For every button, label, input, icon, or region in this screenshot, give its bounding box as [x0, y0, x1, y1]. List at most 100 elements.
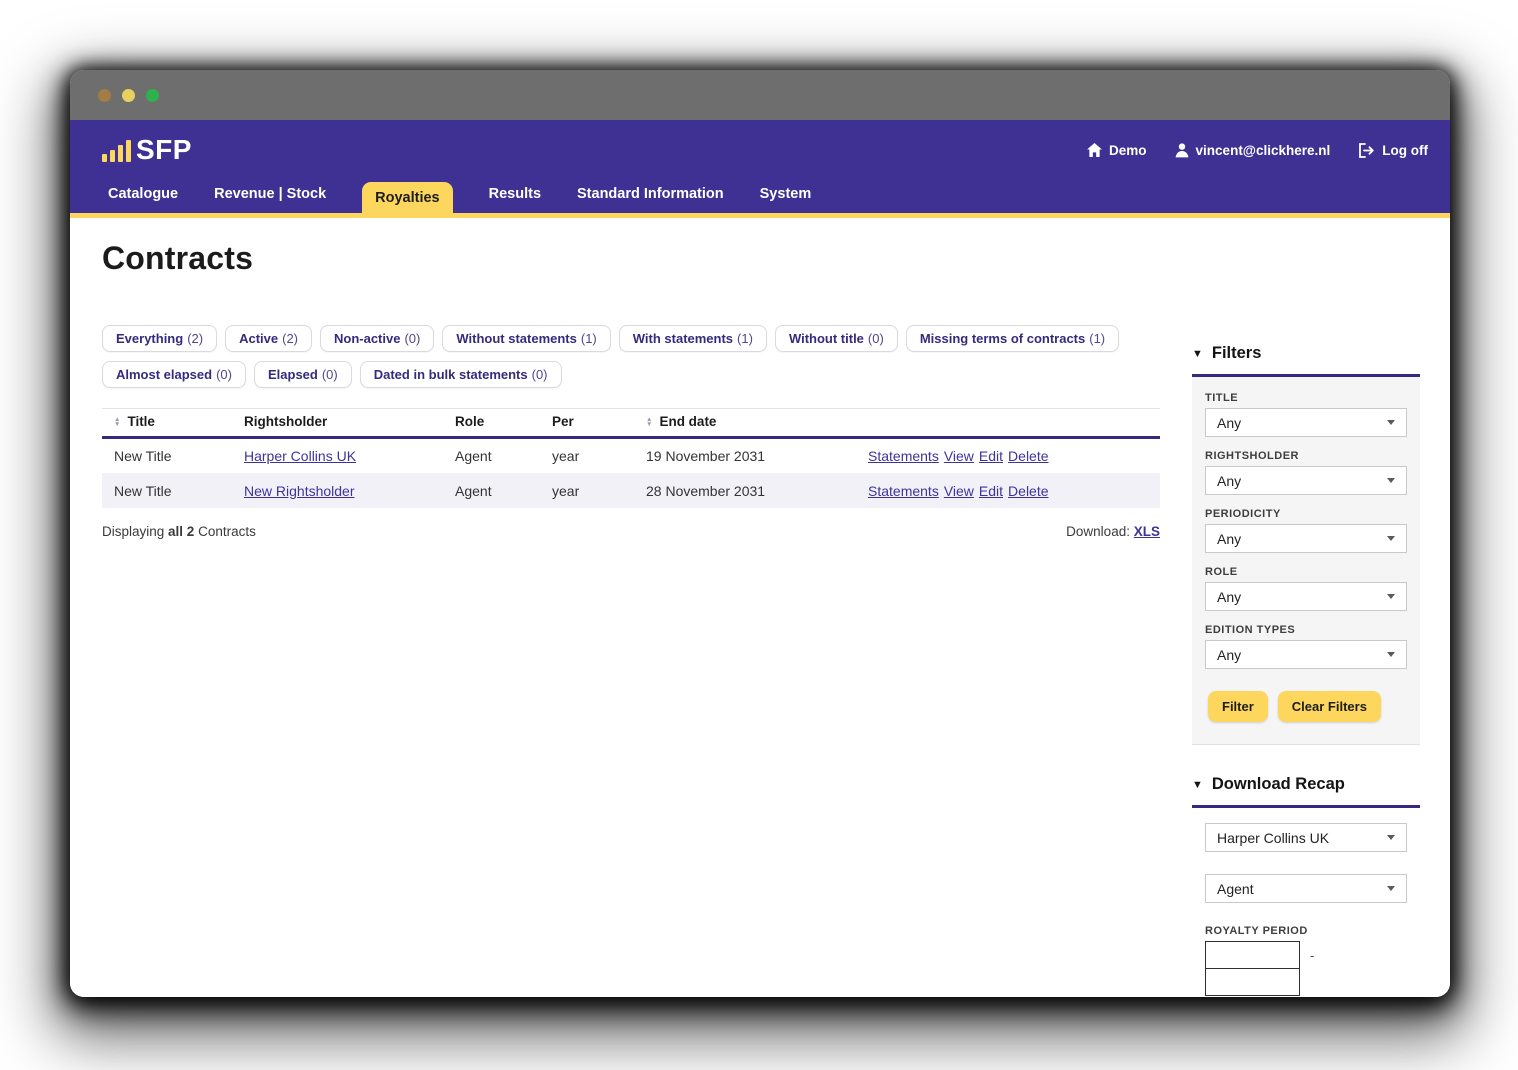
statements-link[interactable]: Statements	[868, 448, 939, 464]
user-email: vincent@clickhere.nl	[1195, 142, 1331, 158]
view-link[interactable]: View	[943, 482, 974, 499]
pill-without-title[interactable]: Without title (0)	[774, 325, 898, 352]
pill-count: (0)	[867, 331, 884, 346]
logoff-link[interactable]: Log off	[1358, 143, 1428, 158]
pill-missing-terms[interactable]: Missing terms of contracts (1)	[905, 325, 1120, 352]
collapse-triangle-icon: ▼	[1192, 778, 1203, 791]
nav-tab-standard-information[interactable]: Standard Information	[577, 185, 724, 202]
chevron-down-icon	[1387, 594, 1395, 599]
pill-count: (1)	[737, 331, 753, 346]
pill-active[interactable]: Active (2)	[225, 325, 312, 352]
logo-text: SFP	[136, 134, 192, 165]
filter-button[interactable]: Filter	[1208, 691, 1268, 722]
title-filter-select[interactable]: Any	[1205, 408, 1407, 437]
pill-with-statements[interactable]: With statements (1)	[618, 325, 767, 352]
pill-label: Active	[239, 331, 279, 346]
filters-panel: TITLE Any RIGHTSHOLDER Any PERIODICITY A…	[1192, 374, 1420, 745]
download-recap-toggle[interactable]: ▼ Download Recap	[1192, 775, 1420, 794]
cell-role: Agent	[455, 448, 492, 464]
pill-count: (0)	[531, 367, 548, 382]
statements-link[interactable]: Statements	[868, 482, 939, 499]
royalty-period-from-input[interactable]	[1205, 941, 1300, 969]
recap-rightsholder-select[interactable]: Harper Collins UK	[1205, 823, 1407, 852]
nav-tab-system[interactable]: System	[759, 185, 812, 202]
pill-count: (1)	[580, 331, 597, 346]
bar-chart-logo-icon	[102, 140, 131, 166]
periodicity-filter-select[interactable]: Any	[1205, 524, 1407, 553]
column-header-rightsholder[interactable]: Rightsholder	[244, 408, 455, 439]
pill-almost-elapsed[interactable]: Almost elapsed (0)	[102, 361, 246, 388]
cell-end-date: 28 November 2031	[646, 482, 766, 499]
table-header-row: ▲ ▼ Title Rightsholder Role Per ▲ ▼ End date	[102, 408, 1160, 439]
chevron-down-icon	[1387, 835, 1395, 840]
column-header-per[interactable]: Per	[552, 408, 634, 439]
home-label: Demo	[1109, 142, 1147, 158]
filter-label-rightsholder: RIGHTSHOLDER	[1205, 450, 1299, 462]
column-header-title[interactable]: ▲ ▼ Title	[102, 408, 244, 439]
filter-label-edition-types: EDITION TYPES	[1205, 624, 1296, 636]
delete-link[interactable]: Delete	[1008, 448, 1049, 464]
close-window-button[interactable]	[98, 88, 111, 102]
sort-icon[interactable]: ▲ ▼	[646, 416, 653, 429]
pill-without-statements[interactable]: Without statements (1)	[442, 325, 611, 352]
chevron-down-icon	[1387, 536, 1395, 541]
yellow-accent-line	[70, 213, 1450, 218]
pill-label: Without title	[788, 331, 864, 346]
titlebar	[70, 70, 1450, 120]
pill-everything[interactable]: Everything (2)	[102, 325, 218, 352]
edit-link[interactable]: Edit	[978, 482, 1004, 499]
column-header-end-date[interactable]: ▲ ▼ End date	[634, 408, 856, 439]
filter-label-role: ROLE	[1205, 566, 1238, 578]
royalty-period-label: ROYALTY PERIOD	[1205, 925, 1308, 937]
rightsholder-filter-select[interactable]: Any	[1205, 466, 1407, 495]
sidebar: ▼ Filters TITLE Any RIGHTSHOLDER Any PER…	[1192, 218, 1420, 997]
rightsholder-link[interactable]: Harper Collins UK	[244, 448, 357, 464]
column-header-role[interactable]: Role	[455, 408, 552, 439]
contract-filter-pills: Everything (2) Active (2) Non-active (0) Wi…	[102, 325, 1160, 388]
filters-section-toggle[interactable]: ▼ Filters	[1192, 344, 1420, 363]
cell-title: New Title	[114, 482, 172, 499]
chevron-down-icon	[1387, 886, 1395, 891]
cell-title: New Title	[114, 448, 172, 464]
zoom-window-button[interactable]	[146, 88, 159, 102]
rightsholder-link[interactable]: New Rightsholder	[244, 482, 355, 499]
clear-filters-button[interactable]: Clear Filters	[1277, 691, 1381, 722]
nav-tab-catalogue[interactable]: Catalogue	[108, 185, 179, 202]
logout-icon	[1359, 142, 1374, 158]
user-account-link[interactable]: vincent@clickhere.nl	[1175, 142, 1331, 158]
filter-label-periodicity: PERIODICITY	[1205, 508, 1281, 520]
column-header-actions	[856, 408, 1160, 439]
view-link[interactable]: View	[943, 448, 974, 464]
pill-label: With statements	[632, 331, 734, 346]
home-icon	[1087, 143, 1102, 157]
role-filter-select[interactable]: Any	[1205, 582, 1407, 611]
nav-tab-results[interactable]: Results	[488, 185, 542, 202]
filters-heading: Filters	[1211, 344, 1262, 362]
pill-count: (1)	[1089, 331, 1106, 346]
pill-count: (2)	[282, 331, 298, 346]
download-xls-link[interactable]: XLS	[1133, 524, 1160, 539]
edit-link[interactable]: Edit	[978, 448, 1004, 464]
edition-types-filter-select[interactable]: Any	[1205, 640, 1407, 669]
royalty-period-to-input[interactable]	[1205, 967, 1300, 996]
pill-label: Almost elapsed	[116, 367, 213, 382]
cell-per: year	[552, 448, 580, 464]
main-nav: Catalogue Revenue | Stock Royalties Resu…	[70, 180, 1450, 213]
recap-role-select[interactable]: Agent	[1205, 874, 1407, 903]
contracts-table: ▲ ▼ Title Rightsholder Role Per ▲ ▼ End date…	[102, 408, 1160, 508]
pill-label: Non-active	[334, 331, 401, 346]
collapse-triangle-icon: ▼	[1192, 347, 1203, 360]
user-icon	[1175, 142, 1188, 157]
sort-icon[interactable]: ▲ ▼	[114, 416, 121, 429]
pill-elapsed[interactable]: Elapsed (0)	[253, 361, 352, 388]
minimize-window-button[interactable]	[122, 88, 135, 102]
pill-count: (0)	[404, 331, 421, 346]
pill-label: Elapsed	[267, 367, 318, 382]
sfp-logo[interactable]: SFP	[102, 134, 192, 166]
nav-tab-royalties[interactable]: Royalties	[362, 182, 453, 213]
delete-link[interactable]: Delete	[1008, 482, 1049, 499]
home-demo-link[interactable]: Demo	[1087, 143, 1147, 158]
nav-tab-revenue-stock[interactable]: Revenue | Stock	[214, 185, 327, 202]
pill-non-active[interactable]: Non-active (0)	[320, 325, 435, 352]
pill-dated-bulk-statements[interactable]: Dated in bulk statements (0)	[359, 361, 562, 388]
